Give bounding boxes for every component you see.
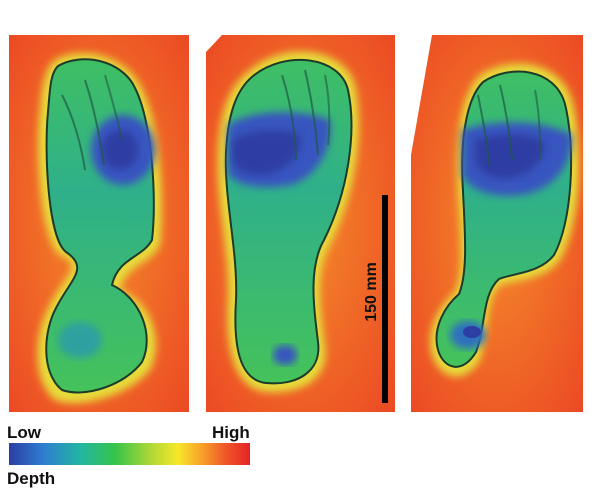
depth-colorbar (9, 443, 250, 465)
colorbar-high-label: High (212, 423, 250, 442)
footprint-center-panel (206, 35, 395, 412)
scale-bar (382, 195, 388, 403)
colorbar-low-label: Low (7, 423, 41, 442)
colorbar-title: Depth (7, 469, 56, 488)
scale-bar-label: 150 mm (363, 262, 380, 322)
footprint-left-panel (9, 35, 189, 412)
footprint-right-panel (411, 35, 583, 412)
